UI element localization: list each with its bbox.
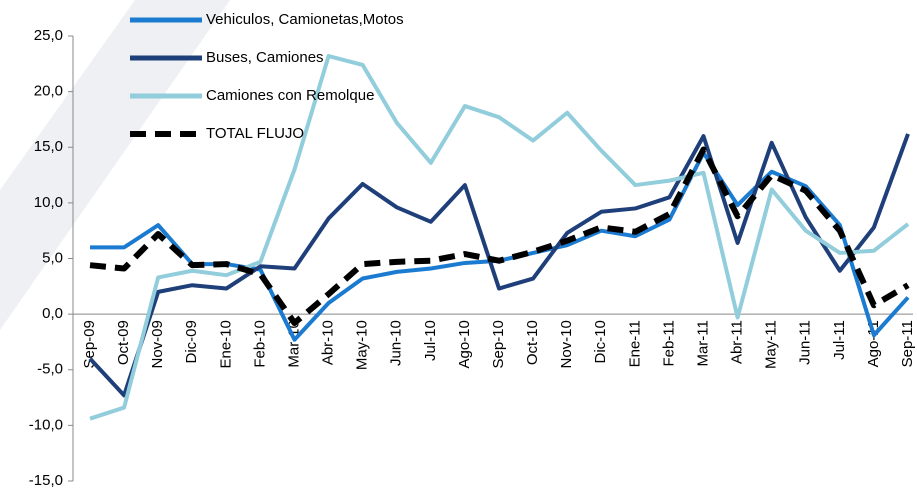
- legend-label: Vehiculos, Camionetas,Motos: [206, 11, 404, 28]
- background-band: [0, 0, 230, 330]
- y-tick-label: -10,0: [29, 416, 63, 433]
- x-tick-label: Sep-11: [899, 320, 916, 367]
- x-tick-label: Feb-10: [251, 320, 268, 368]
- x-tick-label: Ago-10: [456, 320, 473, 368]
- x-tick-label: Jul-10: [422, 320, 439, 361]
- x-tick-label: Mar-11: [694, 320, 711, 366]
- x-tick-label: Oct-09: [115, 320, 132, 365]
- x-tick-label: Dic-10: [592, 320, 609, 363]
- x-tick-label: Ene-11: [626, 320, 643, 367]
- y-tick-label: -5,0: [37, 361, 63, 378]
- legend-label: TOTAL FLUJO: [206, 125, 304, 142]
- x-tick-label: Sep-09: [81, 320, 98, 368]
- x-tick-label: Abr-10: [320, 320, 337, 365]
- y-tick-label: 25,0: [34, 27, 63, 44]
- y-tick-label: 15,0: [34, 138, 63, 155]
- x-tick-label: Nov-09: [149, 320, 166, 368]
- x-tick-label: Dic-09: [183, 320, 200, 363]
- x-tick-label: May-10: [354, 320, 371, 370]
- x-tick-label: Oct-10: [524, 320, 541, 365]
- y-tick-label: 5,0: [42, 249, 63, 266]
- x-tick-label: Abr-11: [729, 320, 746, 364]
- legend-label: Camiones con Remolque: [206, 87, 374, 104]
- y-tick-label: 20,0: [34, 83, 63, 100]
- series-line: [88, 133, 910, 398]
- x-tick-label: Jun-10: [388, 320, 405, 366]
- x-tick-label: Jul-11: [831, 320, 848, 360]
- x-tick-label: Jun-11: [797, 320, 814, 365]
- x-tick-label: Feb-11: [660, 320, 677, 366]
- y-tick-label: 0,0: [42, 305, 63, 322]
- legend-label: Buses, Camiones: [206, 49, 324, 66]
- x-tick-label: Ene-10: [217, 320, 234, 368]
- y-tick-label: -15,0: [29, 472, 63, 489]
- y-tick-label: 10,0: [34, 194, 63, 211]
- x-tick-label: Sep-10: [490, 320, 507, 368]
- series-line: [89, 54, 910, 421]
- series-line: [89, 146, 910, 327]
- x-tick-label: May-11: [763, 320, 780, 369]
- x-tick-label: Nov-10: [558, 320, 575, 368]
